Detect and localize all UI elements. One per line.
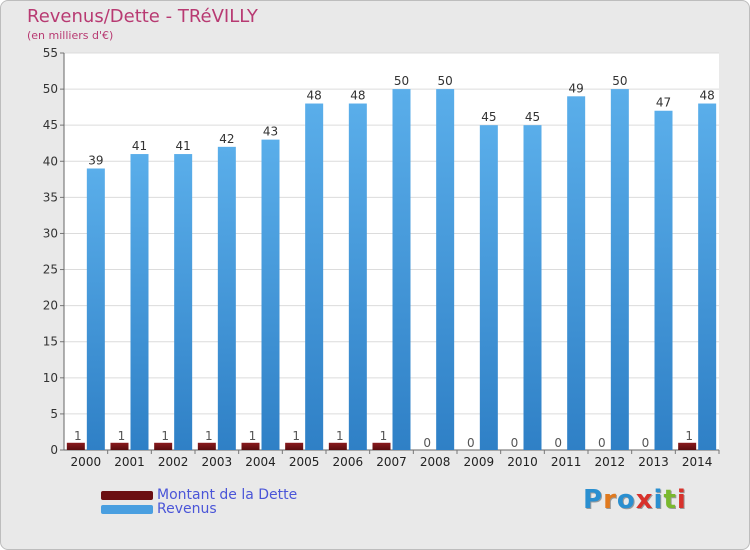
x-tick-label: 2001 [114, 455, 145, 469]
data-label-dette: 1 [118, 429, 126, 443]
chart-subtitle: (en milliers d'€) [27, 29, 114, 42]
data-label-revenus: 50 [612, 74, 627, 88]
bar-revenus [523, 125, 542, 450]
y-tick-label: 30 [43, 226, 58, 240]
legend-item-dette: Montant de la Dette [101, 487, 298, 503]
legend-swatch-revenus [101, 504, 153, 514]
data-label-dette: 1 [161, 429, 169, 443]
data-label-revenus: 45 [525, 110, 540, 124]
x-tick-label: 2005 [289, 455, 320, 469]
chart-title: Revenus/Dette - TRéVILLY [27, 6, 258, 27]
x-tick-label: 2000 [71, 455, 102, 469]
x-tick-label: 2006 [333, 455, 364, 469]
y-tick-label: 40 [43, 154, 58, 168]
x-tick-label: 2010 [507, 455, 538, 469]
data-label-revenus: 42 [219, 132, 234, 146]
data-label-dette: 1 [292, 429, 300, 443]
data-label-dette: 1 [205, 429, 213, 443]
legend-label-dette: Montant de la Dette [157, 487, 298, 503]
bar-revenus [654, 110, 673, 450]
data-label-revenus: 50 [394, 74, 409, 88]
y-tick-label: 25 [43, 263, 58, 277]
data-label-dette: 1 [74, 429, 82, 443]
bar-dette [328, 442, 347, 450]
data-label-revenus: 45 [481, 110, 496, 124]
legend-swatch-dette [101, 490, 153, 500]
x-tick-label: 2011 [551, 455, 582, 469]
data-label-revenus: 48 [350, 89, 365, 103]
x-tick-label: 2007 [376, 455, 407, 469]
bar-revenus [567, 96, 586, 451]
bar-dette [66, 442, 85, 450]
bar-revenus [86, 168, 105, 450]
y-tick-label: 45 [43, 118, 58, 132]
proxiti-logo: Proxiti [583, 485, 687, 515]
bar-revenus [479, 125, 498, 450]
y-tick-label: 20 [43, 299, 58, 313]
plot-area [64, 53, 719, 450]
bar-revenus [436, 89, 455, 450]
data-label-revenus: 50 [438, 74, 453, 88]
data-label-dette: 1 [685, 429, 693, 443]
legend-label-revenus: Revenus [157, 501, 217, 517]
x-tick-label: 2013 [638, 455, 669, 469]
data-label-dette: 1 [249, 429, 257, 443]
y-tick-label: 10 [43, 371, 58, 385]
data-label-dette: 1 [336, 429, 344, 443]
x-tick-label: 2004 [245, 455, 276, 469]
y-tick-label: 0 [50, 443, 58, 457]
y-tick-label: 15 [43, 335, 58, 349]
bar-dette [285, 442, 304, 450]
x-tick-label: 2003 [202, 455, 233, 469]
x-tick-label: 2002 [158, 455, 189, 469]
data-label-revenus: 43 [263, 125, 278, 139]
bar-dette [110, 442, 129, 450]
bar-revenus [305, 103, 324, 450]
data-label-dette: 0 [423, 436, 431, 450]
y-tick-label: 5 [50, 407, 58, 421]
bar-revenus [261, 139, 280, 451]
bar-revenus [392, 89, 411, 450]
bar-revenus [174, 154, 193, 450]
bar-revenus [610, 89, 629, 450]
y-tick-label: 50 [43, 82, 58, 96]
data-label-dette: 0 [554, 436, 562, 450]
bar-revenus [698, 103, 717, 450]
y-tick-label: 35 [43, 190, 58, 204]
bar-dette [241, 442, 260, 450]
bar-dette [197, 442, 216, 450]
bar-dette [154, 442, 173, 450]
data-label-revenus: 49 [569, 81, 584, 95]
data-label-revenus: 41 [132, 139, 147, 153]
x-tick-label: 2009 [464, 455, 495, 469]
data-label-revenus: 41 [176, 139, 191, 153]
x-tick-label: 2008 [420, 455, 451, 469]
data-label-dette: 0 [467, 436, 475, 450]
bar-revenus [217, 146, 236, 450]
data-label-revenus: 48 [700, 89, 715, 103]
data-label-dette: 0 [642, 436, 650, 450]
data-label-revenus: 39 [88, 153, 103, 167]
bar-dette [372, 442, 391, 450]
bar-dette [678, 442, 697, 450]
data-label-revenus: 47 [656, 96, 671, 110]
legend-item-revenus: Revenus [101, 501, 217, 517]
data-label-revenus: 48 [307, 89, 322, 103]
x-tick-label: 2014 [682, 455, 713, 469]
data-label-dette: 0 [598, 436, 606, 450]
data-label-dette: 1 [380, 429, 388, 443]
bar-revenus [348, 103, 367, 450]
bar-revenus [130, 154, 149, 450]
y-tick-label: 55 [43, 46, 58, 60]
x-tick-label: 2012 [595, 455, 626, 469]
data-label-dette: 0 [511, 436, 519, 450]
